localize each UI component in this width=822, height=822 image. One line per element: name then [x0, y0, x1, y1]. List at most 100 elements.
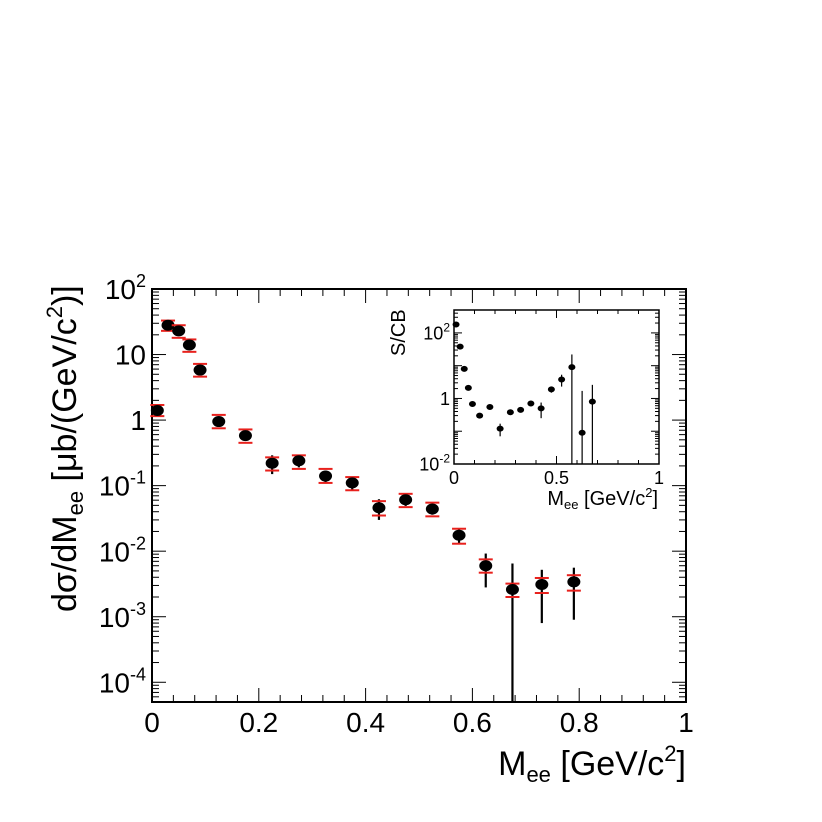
inset-data-point: [452, 321, 460, 328]
inset-x-tick-label: 1: [654, 468, 664, 488]
inset-marker: [496, 425, 504, 432]
inset-y-axis-label: S/CB: [388, 309, 410, 356]
inset-tick-labels: 0 0.5 1 102 1 10-2: [419, 320, 664, 488]
main-y-tick-label: 10-1: [99, 468, 146, 502]
main-data-point: [171, 324, 186, 339]
inset-data-point: [456, 343, 464, 350]
main-x-tick-label: 0.4: [346, 707, 385, 738]
inset-data-point: [568, 354, 576, 464]
main-marker: [505, 584, 519, 596]
inset-marker: [468, 400, 476, 407]
main-data-point: [211, 413, 226, 430]
inset-data-point: [517, 406, 525, 413]
main-marker: [479, 560, 493, 572]
inset-x-tick-label: 0.5: [544, 468, 569, 488]
inset-data-point: [460, 365, 468, 372]
main-y-tick-label: 102: [105, 271, 146, 305]
main-data-point: [425, 501, 440, 518]
inset-y-tick-label: 102: [423, 320, 450, 343]
main-data-point: [318, 467, 333, 484]
main-data-point: [371, 499, 386, 520]
inset-marker: [506, 409, 514, 416]
inset-marker: [568, 364, 576, 371]
main-marker: [345, 477, 359, 489]
main-y-tick-label: 1: [130, 405, 146, 436]
main-data-point: [345, 476, 360, 492]
main-y-tick-label: 10-2: [99, 533, 146, 567]
inset-marker: [464, 384, 472, 391]
inset-y-tick-label: 1: [440, 389, 450, 409]
main-data-point: [398, 492, 413, 509]
inset-marker: [486, 403, 494, 410]
inset-marker: [578, 429, 586, 436]
inset-data-point: [464, 384, 472, 391]
main-data-point: [534, 569, 549, 624]
main-data-point: [193, 362, 208, 378]
main-marker: [425, 503, 439, 515]
inset-data-point: [558, 374, 566, 387]
inset-data-point: [468, 400, 476, 407]
main-marker: [150, 405, 164, 417]
inset-data-point: [588, 384, 596, 464]
main-marker: [372, 502, 386, 514]
main-marker: [452, 529, 466, 541]
main-data-point: [478, 553, 493, 588]
main-marker: [319, 470, 333, 482]
inset-data-point: [527, 400, 535, 407]
main-data-point: [238, 428, 253, 444]
main-marker: [535, 579, 549, 591]
inset-marker: [517, 406, 525, 413]
inset-data-point: [537, 402, 545, 419]
main-data-point: [505, 563, 520, 702]
inset-marker: [476, 412, 484, 419]
main-marker: [193, 364, 207, 376]
inset-y-tick-label: 10-2: [419, 451, 450, 474]
main-marker: [238, 430, 252, 442]
main-marker: [161, 319, 175, 331]
inset-axes-box: [453, 309, 660, 465]
inset-x-tick-label: 0: [449, 468, 459, 488]
main-x-tick-label: 0.2: [239, 707, 278, 738]
main-marker: [172, 325, 186, 337]
inset-data-point: [496, 423, 504, 437]
inset-data-point: [486, 403, 494, 410]
inset-marker: [452, 321, 460, 328]
main-data-point: [452, 527, 467, 545]
inset-data-point: [506, 409, 514, 416]
main-x-axis-label: Mee [GeV/c2]: [498, 741, 686, 787]
main-data-point: [265, 455, 280, 475]
inset-marker: [588, 398, 596, 405]
inset-data-point: [578, 390, 586, 464]
main-data-point: [291, 454, 306, 470]
main-marker: [265, 457, 279, 469]
inset-marker: [456, 343, 464, 350]
main-y-axis-label: dσ/dMee [μb/(GeV/c2)]: [42, 285, 88, 612]
main-marker: [292, 455, 306, 467]
main-y-tick-label: 10-3: [99, 599, 146, 633]
inset-axis-ticks: [453, 309, 660, 465]
main-marker: [182, 339, 196, 351]
main-marker: [399, 494, 413, 506]
main-data-point: [566, 567, 581, 620]
main-marker: [567, 576, 581, 588]
inset-plot-frame: [453, 309, 660, 465]
main-x-tick-label: 0: [144, 707, 160, 738]
inset-data-series: [452, 321, 596, 464]
main-axis-ticks: [151, 288, 687, 703]
main-y-tick-label: 10-4: [99, 664, 146, 698]
main-x-tick-label: 0.8: [560, 707, 599, 738]
inset-marker: [537, 405, 545, 412]
main-x-tick-label: 0.6: [453, 707, 492, 738]
inset-marker: [460, 365, 468, 372]
main-y-tick-label: 10: [115, 340, 146, 371]
inset-plot: 0 0.5 1 102 1 10-2 Mee [GeV/c2] S/CB: [388, 309, 664, 512]
main-data-point: [182, 338, 197, 353]
inset-x-axis-label: Mee [GeV/c2]: [547, 485, 658, 512]
inset-marker: [558, 376, 566, 383]
main-x-tick-label: 1: [678, 707, 694, 738]
inset-data-point: [547, 386, 555, 393]
inset-marker: [527, 400, 535, 407]
